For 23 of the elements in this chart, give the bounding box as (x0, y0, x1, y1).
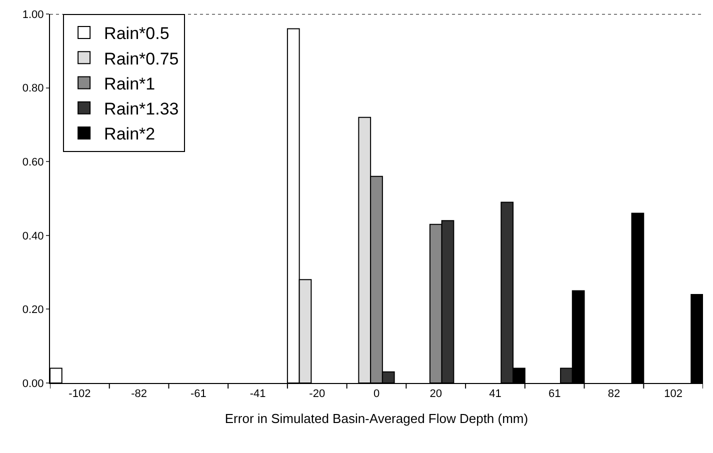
legend-label: Rain*0.75 (104, 49, 179, 68)
x-tick-label: 61 (548, 388, 561, 400)
x-axis-title: Error in Simulated Basin-Averaged Flow Depth (mm) (224, 410, 528, 426)
legend-label: Rain*1 (104, 74, 156, 94)
x-tick-label: -61 (190, 388, 206, 400)
x-tick-label: -20 (309, 388, 326, 400)
x-tick-label: 102 (664, 388, 682, 400)
y-tick-label: 0.40 (22, 230, 44, 242)
y-tick-label: 0.00 (22, 378, 44, 390)
y-tick-label: 1.00 (22, 8, 44, 21)
x-tick-label: -82 (131, 388, 148, 400)
legend-label: Rain*1.33 (104, 99, 179, 118)
legend-label: Rain*0.5 (104, 24, 170, 44)
x-tick-label: 41 (489, 388, 502, 400)
x-tick-label: 0 (373, 388, 380, 400)
x-tick-label: -41 (250, 388, 266, 400)
x-tick-label: 20 (430, 388, 442, 400)
legend-label: Rain*2 (104, 124, 156, 144)
x-tick-label: -102 (68, 388, 91, 400)
x-tick-label: 82 (608, 388, 620, 400)
y-tick-label: 0.20 (22, 304, 44, 316)
y-tick-label: 0.80 (22, 82, 44, 95)
y-tick-label: 0.60 (22, 156, 44, 168)
